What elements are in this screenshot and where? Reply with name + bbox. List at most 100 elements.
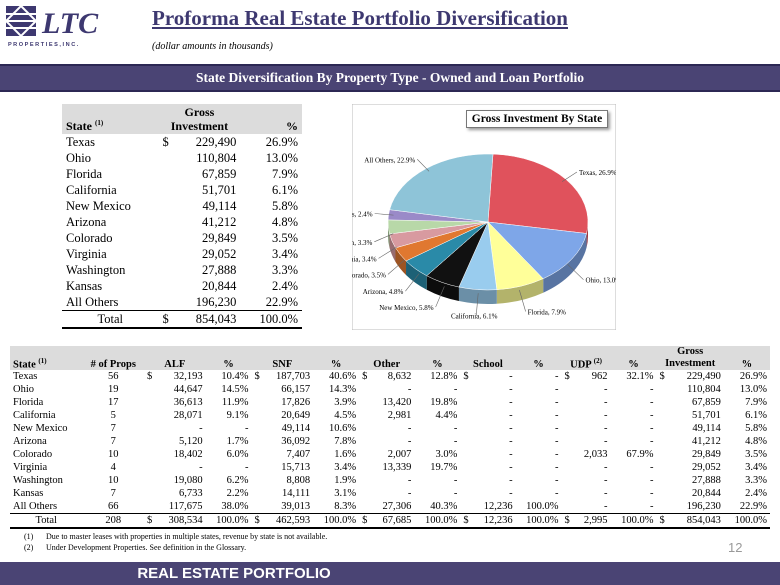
summary-pct: 2.4%: [271, 278, 298, 293]
summary-state: Arizona: [66, 214, 107, 229]
detail-cell: Texas: [13, 371, 38, 382]
detail-cell: 3.0%: [435, 449, 458, 460]
detail-cell: -: [555, 462, 559, 473]
detail-cell: 66,157: [281, 384, 311, 395]
detail-cell: [144, 461, 157, 474]
detail-cell: [144, 409, 157, 422]
detail-cell: 12,236: [473, 513, 516, 529]
detail-cell: -: [650, 436, 654, 447]
summary-dollar: [158, 278, 172, 294]
footer-bar: REAL ESTATE PORTFOLIO: [0, 562, 780, 585]
detail-cell: Florida: [13, 397, 44, 408]
detail-cell: 7.9%: [745, 397, 767, 408]
detail-cell: 13.0%: [739, 384, 767, 395]
footer-text: REAL ESTATE PORTFOLIO: [137, 565, 331, 582]
detail-cell: 40.3%: [430, 501, 458, 512]
page-title: Proforma Real Estate Portfolio Diversifi…: [152, 6, 568, 30]
detail-cell: 27,888: [691, 475, 721, 486]
detail-cell: 2,995: [575, 513, 611, 529]
summary-value: 27,888: [202, 262, 237, 277]
summary-state: Kansas: [66, 278, 103, 293]
detail-cell: 67,685: [372, 513, 415, 529]
detail-cell: [562, 448, 575, 461]
summary-total-pct: 100.0%: [240, 310, 302, 329]
detail-cell: 36,613: [173, 397, 203, 408]
detail-cell: [252, 448, 265, 461]
col-alf-pct: %: [205, 346, 252, 370]
detail-cell: -: [245, 423, 249, 434]
detail-cell: -: [604, 423, 608, 434]
detail-cell: -: [509, 449, 513, 460]
detail-table-header: State (1) # of Props ALF % SNF % Other %…: [10, 346, 770, 370]
detail-cell: 10: [108, 449, 119, 460]
detail-cell: 1.6%: [334, 449, 357, 460]
pie-chart: Texas, 26.9% Ohio, 13.0% Florida, 7.9% Cali…: [352, 104, 616, 330]
detail-cell: [144, 474, 157, 487]
detail-cell: [460, 474, 473, 487]
footnote-2: (2) Under Development Properties. See def…: [24, 543, 247, 552]
col-other-pct: %: [414, 346, 461, 370]
detail-cell: [562, 409, 575, 422]
detail-cell: [144, 487, 157, 500]
summary-pct: 7.9%: [271, 166, 298, 181]
detail-cell: [144, 448, 157, 461]
col-school: School: [460, 346, 516, 370]
detail-cell: 12.8%: [430, 371, 458, 382]
detail-cell: 4.4%: [435, 410, 458, 421]
col-udp: UDP (2): [561, 346, 611, 370]
summary-row: New Mexico 49,114 5.8%: [62, 198, 302, 214]
detail-cell: [359, 474, 372, 487]
pie-leader-line: [519, 289, 526, 312]
footnotes: (1) Due to master leases with properties …: [24, 531, 327, 553]
detail-cell: $: [460, 513, 474, 529]
detail-cell: [657, 448, 672, 461]
detail-cell: [562, 474, 575, 487]
summary-pct: 3.5%: [271, 230, 298, 245]
summary-value: 229,490: [195, 134, 237, 149]
detail-cell: All Others: [13, 501, 58, 512]
detail-row: Kansas 7 6,733 2.2% 14,111 3.1% - - - - - - 20,844 2.…: [10, 487, 770, 500]
pie-slice-side: [426, 275, 459, 302]
detail-row: Texas 56 $32,193 10.4% $187,703 40.6% $8,632 12…: [10, 370, 770, 383]
detail-cell: -: [604, 384, 608, 395]
detail-cell: 4: [110, 462, 116, 473]
summary-value: 49,114: [202, 198, 237, 213]
detail-cell: [460, 383, 473, 396]
footnote-1: (1) Due to master leases with properties …: [24, 532, 328, 541]
detail-cell: -: [509, 371, 513, 382]
detail-cell: 20,844: [691, 488, 721, 499]
summary-dollar: [158, 246, 172, 262]
summary-pct: 4.8%: [271, 214, 298, 229]
detail-cell: 308,534: [157, 513, 206, 529]
detail-cell: 7: [110, 436, 116, 447]
detail-total-row: Total 208 $308,534 100.0% $462,593 100.0% $67,…: [10, 513, 770, 529]
pie-slice-side: [406, 260, 427, 290]
detail-cell: -: [407, 436, 412, 447]
detail-cell: 14.3%: [328, 384, 357, 395]
detail-cell: 3.5%: [745, 449, 767, 460]
detail-cell: $: [144, 513, 158, 529]
detail-cell: [657, 396, 672, 409]
detail-cell: 56: [108, 371, 119, 382]
detail-cell: 40.6%: [328, 371, 357, 382]
detail-cell: 29,052: [691, 462, 721, 473]
detail-cell: [460, 409, 473, 422]
detail-cell: -: [604, 488, 608, 499]
section-banner-text: State Diversification By Property Type -…: [195, 70, 585, 85]
detail-cell: -: [650, 397, 654, 408]
detail-cell: 44,647: [173, 384, 203, 395]
logo-subtext: P R O P E R T I E S , I N C .: [8, 42, 79, 48]
detail-cell: 4.5%: [334, 410, 357, 421]
detail-cell: 10.4%: [221, 371, 249, 382]
detail-cell: 3.4%: [334, 462, 357, 473]
detail-cell: 462,593: [265, 513, 314, 529]
detail-cell: 4.8%: [745, 436, 767, 447]
detail-cell: -: [407, 488, 412, 499]
summary-table-header: State (1) Gross Investment %: [62, 104, 302, 134]
detail-cell: -: [555, 371, 559, 382]
summary-state: California: [66, 182, 117, 197]
detail-cell: [144, 396, 157, 409]
detail-cell: 100.0%: [610, 513, 657, 529]
detail-cell: -: [555, 488, 559, 499]
detail-cell: 32.1%: [626, 371, 654, 382]
